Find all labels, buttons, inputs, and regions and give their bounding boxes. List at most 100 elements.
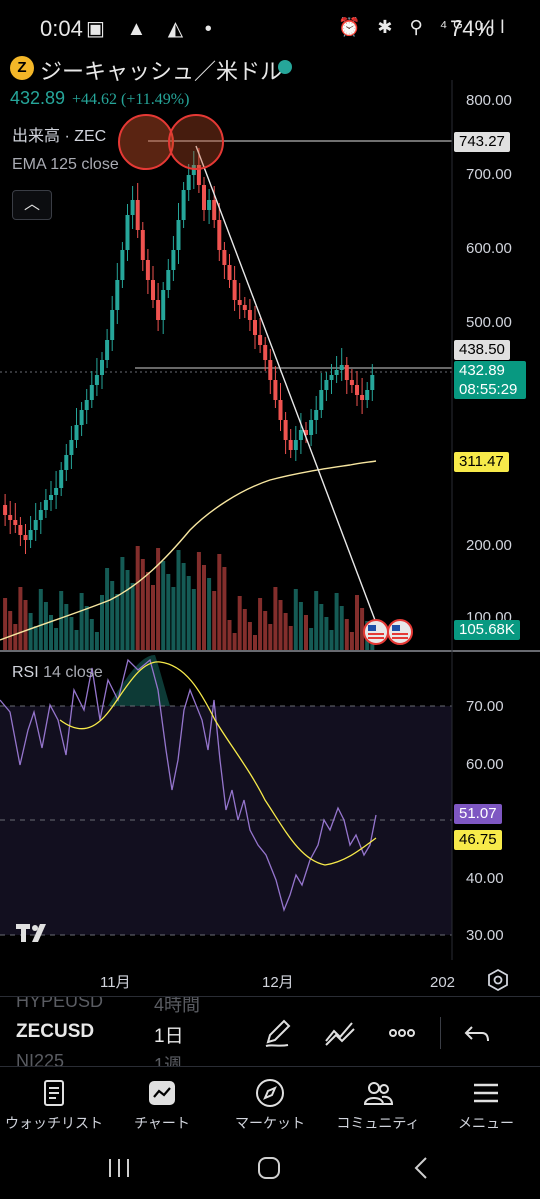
zcash-logo-icon[interactable]: Z (10, 56, 34, 80)
candle-body (349, 380, 354, 385)
candle-body (49, 495, 53, 500)
bar-countdown: 08:55:29 (459, 381, 518, 398)
volume-bars (3, 546, 375, 650)
candle-body (202, 185, 206, 210)
volume-bar (89, 619, 94, 650)
volume-bar (324, 617, 329, 650)
volume-bar (207, 578, 212, 650)
volume-bar (319, 604, 324, 650)
nav-label: チャート (134, 1115, 190, 1131)
highlight-circle (168, 114, 224, 170)
chart-settings-icon[interactable] (486, 968, 510, 992)
candle-body (253, 320, 257, 335)
candle-body (278, 400, 283, 420)
volume-bar (125, 570, 130, 650)
toolbar-divider (440, 1017, 441, 1049)
candle-body (130, 200, 135, 215)
candle-body (74, 425, 79, 440)
volume-bar (247, 622, 252, 650)
candle-body (140, 230, 145, 260)
us-event-flag-icon[interactable] (387, 619, 413, 645)
undo-icon[interactable] (460, 1015, 496, 1051)
volume-bar (33, 626, 38, 650)
svg-text:70.00: 70.00 (466, 698, 504, 715)
volume-bar (212, 591, 217, 650)
nav-menu[interactable]: メニュー (432, 1067, 540, 1137)
back-icon[interactable] (408, 1156, 434, 1180)
volume-bar (217, 554, 222, 650)
candle-body (207, 200, 212, 210)
volume-bar (74, 630, 79, 650)
volume-bar (3, 598, 8, 650)
rsi-value-tag: 51.07 (454, 804, 502, 824)
candle-body (293, 440, 298, 450)
candle-body (196, 165, 201, 185)
rsi-name: RSI (12, 664, 39, 681)
nav-watchlist[interactable]: ウォッチリスト (0, 1067, 108, 1137)
home-icon[interactable] (256, 1156, 282, 1180)
volume-bar (293, 589, 298, 650)
next-interval[interactable]: 1週 (154, 1055, 183, 1067)
candle-body (79, 410, 84, 425)
volume-bar (288, 626, 293, 650)
interval-selector[interactable]: 1日 (154, 1026, 184, 1047)
candle-body (84, 400, 89, 410)
nav-chart[interactable]: チャート (108, 1067, 216, 1137)
draw-pen-icon[interactable] (260, 1015, 296, 1051)
more-options-icon[interactable] (384, 1015, 420, 1051)
candle-body (360, 395, 365, 400)
volume-bar (349, 632, 354, 650)
volume-bar (105, 568, 110, 650)
candle-body (59, 470, 64, 488)
prev-symbol[interactable]: HYPEUSD (16, 996, 104, 1011)
volume-bar (196, 552, 201, 650)
rsi-indicator-label[interactable]: RSI 14 close (12, 664, 103, 682)
price-axis-label: 200.00 (466, 537, 512, 554)
volume-indicator-label[interactable]: 出来高 · ZEC (12, 128, 107, 145)
volume-bar (54, 628, 59, 650)
volume-bar (329, 630, 334, 650)
price-axis-label: 600.00 (466, 240, 512, 257)
volume-bar (344, 619, 349, 650)
ema-indicator-label[interactable]: EMA 125 close (12, 156, 119, 173)
high-price-tag: 743.27 (454, 132, 510, 152)
volume-bar (304, 615, 308, 650)
next-symbol[interactable]: NI225 (16, 1051, 65, 1067)
candle-body (135, 200, 140, 230)
volume-bar (130, 583, 135, 650)
symbol-name[interactable]: ジーキャッシュ／米ドル (40, 59, 283, 84)
candle-body (237, 300, 242, 305)
candle-body (38, 510, 43, 520)
svg-text:30.00: 30.00 (466, 927, 504, 944)
volume-bar (23, 600, 28, 650)
svg-text:40.00: 40.00 (466, 870, 504, 887)
candle-body (156, 300, 161, 320)
candle-body (370, 375, 375, 390)
candle-body (181, 190, 186, 220)
compass-icon (256, 1079, 284, 1107)
volume-bar (268, 624, 273, 650)
candle-body (18, 525, 23, 535)
candle-body (94, 375, 99, 385)
collapse-indicators-button[interactable]: ︿ (12, 190, 52, 220)
chevron-up-icon: ︿ (23, 196, 40, 213)
indicators-icon[interactable] (322, 1015, 358, 1051)
prev-interval[interactable]: 4時間 (154, 996, 201, 1015)
candle-body (365, 390, 370, 400)
volume-bar (18, 587, 23, 650)
menu-icon (474, 1083, 498, 1103)
nav-community[interactable]: コミュニティ (324, 1067, 432, 1137)
nav-markets[interactable]: マーケット (216, 1067, 324, 1137)
candle-body (232, 280, 237, 300)
candle-body (334, 370, 339, 375)
us-event-flag-icon[interactable] (363, 619, 389, 645)
volume-bar (115, 594, 120, 650)
volume-bar (28, 613, 33, 650)
symbol-selector[interactable]: ZECUSD (16, 1021, 95, 1042)
svg-text:202: 202 (430, 974, 455, 991)
nav-label: マーケット (235, 1115, 305, 1131)
volume-bar (191, 589, 196, 650)
recent-apps-icon[interactable] (106, 1156, 132, 1180)
volume-bar (135, 546, 140, 650)
price-chart[interactable]: 800.00 700.00 600.00 500.00 200.00 100.0… (0, 80, 540, 1000)
